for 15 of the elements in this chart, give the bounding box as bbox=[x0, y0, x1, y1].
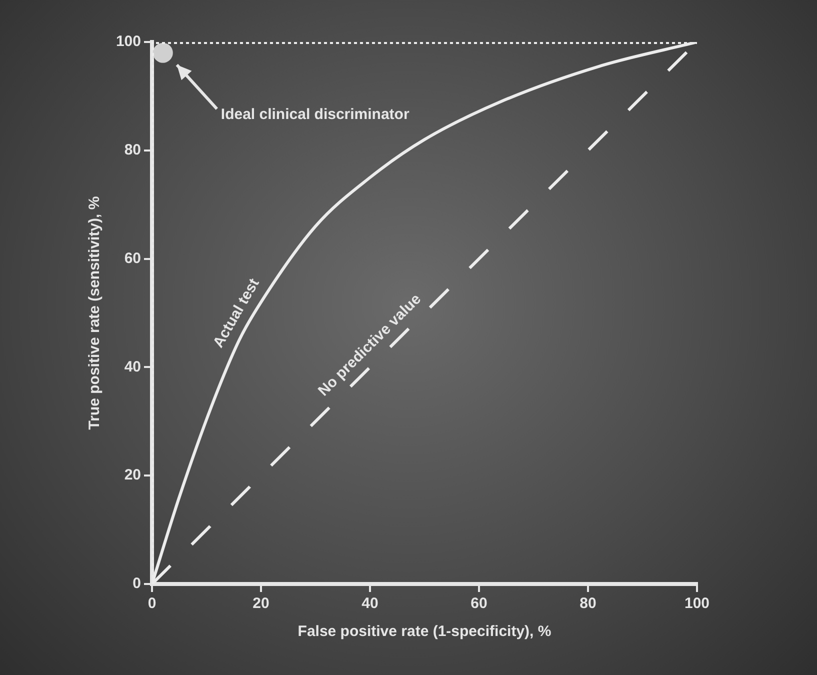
x-tick-label: 0 bbox=[148, 595, 156, 612]
annotation: Ideal clinical discriminator bbox=[220, 106, 410, 123]
x-tick-label: 20 bbox=[252, 595, 270, 612]
x-tick-label: 80 bbox=[580, 595, 596, 612]
y-tick-label: 60 bbox=[124, 250, 141, 267]
y-tick-label: 80 bbox=[124, 142, 141, 159]
x-tick-label: 40 bbox=[362, 595, 378, 612]
y-tick-label: 0 bbox=[132, 575, 141, 592]
y-tick-label: 100 bbox=[116, 33, 141, 50]
y-tick-label: 40 bbox=[124, 358, 141, 376]
y-tick-label: 20 bbox=[124, 466, 141, 484]
x-tick-label: 60 bbox=[470, 595, 488, 612]
x-tick-label: 100 bbox=[684, 595, 710, 612]
x-axis-title: False positive rate (1-specificity), % bbox=[298, 623, 552, 640]
y-axis-title: True positive rate (sensitivity), % bbox=[86, 196, 104, 430]
